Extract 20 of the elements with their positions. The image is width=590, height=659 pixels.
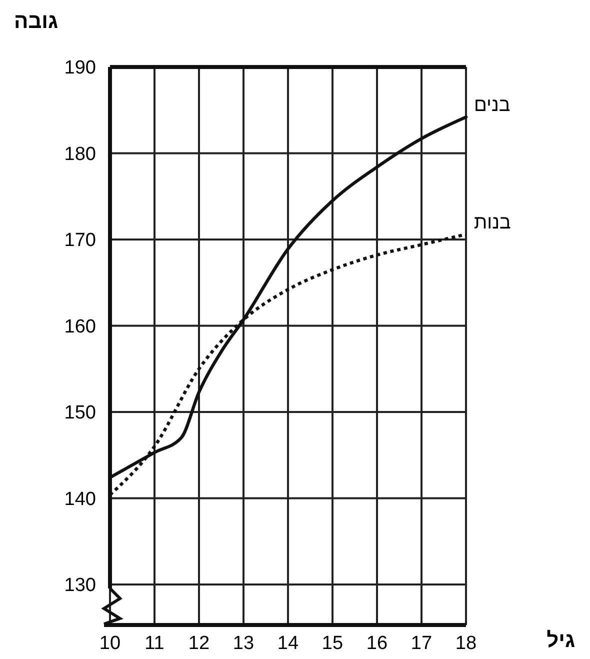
x-tick-label: 11: [144, 633, 164, 654]
series-label: בנים: [474, 95, 510, 116]
x-tick-label: 14: [277, 633, 299, 654]
x-tick-label: 17: [410, 633, 432, 654]
x-tick-label: 18: [455, 633, 477, 654]
y-tick-label: 130: [64, 575, 96, 596]
x-tick-label: 10: [99, 633, 121, 654]
y-tick-label: 160: [64, 316, 96, 338]
series-label: בנות: [474, 212, 511, 234]
x-axis-title: גיל: [546, 629, 575, 652]
y-axis-title: גובה: [14, 10, 58, 33]
x-tick-label: 16: [366, 633, 388, 654]
y-tick-label: 190: [64, 58, 96, 79]
x-tick-label: 12: [188, 633, 210, 654]
x-tick-label: 13: [232, 633, 254, 654]
y-tick-label: 150: [64, 402, 96, 424]
y-tick-label: 140: [64, 488, 96, 510]
y-tick-label: 180: [64, 144, 96, 165]
x-tick-label: 15: [322, 633, 344, 654]
y-tick-label: 170: [64, 230, 96, 252]
